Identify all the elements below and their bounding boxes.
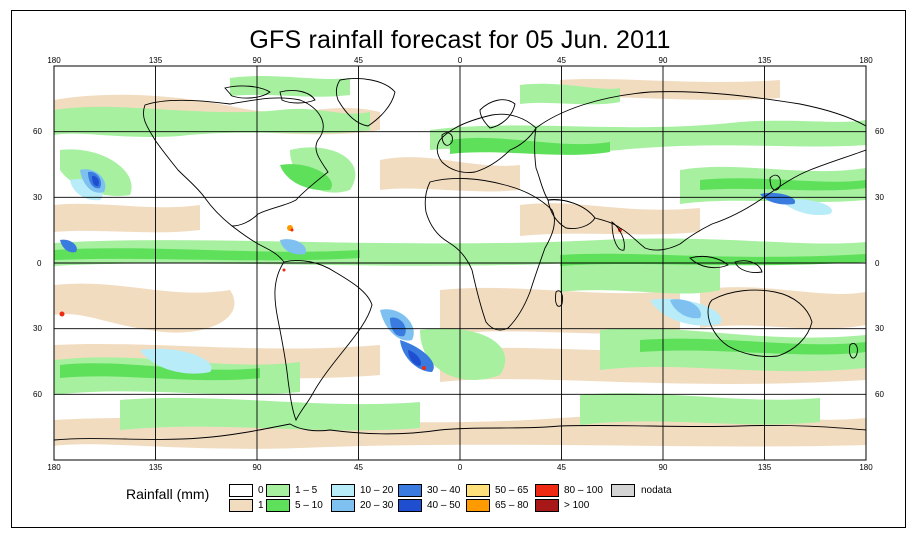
lat-tick-left-60s: 60 — [33, 390, 42, 399]
lat-tick-right-60n: 60 — [875, 127, 884, 136]
legend-swatch-11 — [535, 499, 559, 512]
lon-tick-top-0: 0 — [457, 56, 463, 65]
lon-tick-bottom-90e: 90 — [658, 463, 668, 472]
legend-label-4: 10 – 20 — [360, 485, 394, 496]
lon-tick-bottom-45e: 45 — [557, 463, 566, 472]
lon-tick-bottom-180w: 180 — [47, 463, 61, 472]
map-content — [54, 66, 866, 460]
legend-swatch-1 — [229, 499, 253, 512]
lat-tick-right-60s: 60 — [875, 390, 884, 399]
lat-tick-right-0: 0 — [875, 259, 880, 268]
legend-swatch-6 — [398, 484, 422, 497]
lat-tick-left-60n: 60 — [33, 127, 42, 136]
legend-swatch-9 — [466, 499, 490, 512]
figure-frame — [11, 10, 906, 528]
legend-label-1: 1 — [258, 500, 264, 511]
lat-tick-right-30s: 30 — [875, 324, 884, 333]
lon-tick-bottom-0: 0 — [457, 463, 463, 472]
legend-swatch-4 — [331, 484, 355, 497]
lon-tick-top-45w: 45 — [354, 56, 363, 65]
legend-label-11: > 100 — [564, 500, 590, 511]
legend-label-12: nodata — [641, 485, 672, 496]
lon-tick-bottom-45w: 45 — [354, 463, 363, 472]
lat-tick-left-0: 0 — [37, 259, 42, 268]
lon-tick-top-135e: 135 — [757, 56, 772, 65]
lon-tick-top-90w: 90 — [252, 56, 262, 65]
legend-label-2: 1 – 5 — [295, 485, 318, 496]
legend-swatch-3 — [266, 499, 290, 512]
lat-tick-right-30n: 30 — [875, 193, 884, 202]
legend-swatch-10 — [535, 484, 559, 497]
legend-label-8: 50 – 65 — [495, 485, 529, 496]
legend-swatch-12 — [611, 484, 635, 497]
lon-tick-top-45e: 45 — [557, 56, 566, 65]
lon-tick-bottom-180e: 180 — [859, 463, 873, 472]
legend-label-5: 20 – 30 — [360, 500, 394, 511]
legend-label-3: 5 – 10 — [295, 500, 323, 511]
legend-label-7: 40 – 50 — [427, 500, 461, 511]
legend-swatch-7 — [398, 499, 422, 512]
legend-swatch-5 — [331, 499, 355, 512]
lat-tick-left-30s: 30 — [33, 324, 42, 333]
legend-label-0: 0 — [258, 485, 264, 496]
coastlines — [54, 78, 866, 441]
lon-tick-top-90e: 90 — [658, 56, 668, 65]
lon-tick-bottom-135e: 135 — [757, 463, 772, 472]
legend-label-10: 80 – 100 — [564, 485, 603, 496]
lon-tick-top-135w: 135 — [148, 56, 163, 65]
legend-label-6: 30 – 40 — [427, 485, 461, 496]
graticule — [54, 66, 866, 460]
legend-swatch-8 — [466, 484, 490, 497]
lon-tick-top-180e: 180 — [859, 56, 873, 65]
map-title: GFS rainfall forecast for 05 Jun. 2011 — [249, 26, 671, 54]
lon-tick-top-180w: 180 — [47, 56, 61, 65]
legend-label-9: 65 – 80 — [495, 500, 529, 511]
map-border — [53, 65, 867, 461]
legend-swatch-2 — [266, 484, 290, 497]
lon-tick-bottom-135w: 135 — [148, 463, 163, 472]
legend-title: Rainfall (mm) — [126, 486, 210, 502]
legend-swatch-0 — [229, 484, 253, 497]
lat-tick-left-30n: 30 — [33, 193, 42, 202]
lon-tick-bottom-90w: 90 — [252, 463, 262, 472]
